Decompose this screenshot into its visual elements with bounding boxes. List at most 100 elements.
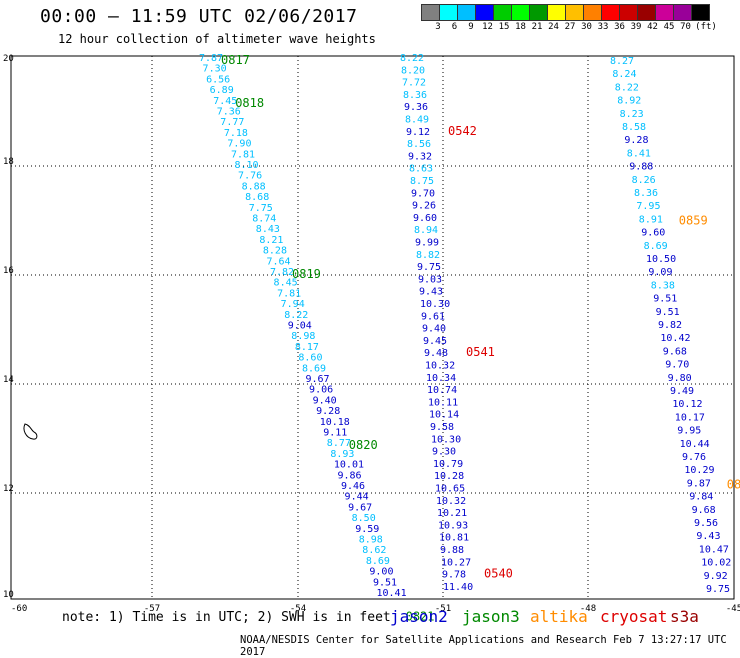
- swh-value: 8.28: [263, 246, 287, 257]
- pass-time-label: 0858: [727, 477, 740, 491]
- swh-value: 8.36: [403, 90, 427, 101]
- swh-value: 10.44: [680, 439, 710, 450]
- swh-value: 8.22: [615, 82, 639, 93]
- swh-value: 10.34: [426, 373, 456, 384]
- legend-swatch: [691, 4, 710, 21]
- swh-value: 7.64: [266, 256, 290, 267]
- swh-value: 10.42: [660, 333, 690, 344]
- legend-label: 70: [680, 22, 691, 32]
- swh-value: 9.56: [694, 518, 718, 529]
- swh-value: 9.59: [355, 524, 379, 535]
- swh-value: 9.46: [341, 481, 365, 492]
- swh-value: 9.28: [624, 135, 648, 146]
- swh-value: 8.98: [291, 331, 315, 342]
- swh-value: 10.65: [435, 484, 465, 495]
- swh-value: 10.50: [646, 254, 676, 265]
- swh-value: 9.86: [337, 470, 361, 481]
- swh-value: 8.49: [405, 115, 429, 126]
- y-tick-label: 12: [3, 484, 14, 494]
- legend-label: 42: [647, 22, 658, 32]
- swh-value: 9.06: [309, 385, 333, 396]
- color-legend: 3 6 9 12 15 18 21 24 27 30 33 36 39 42 45 70 (ft): [421, 4, 717, 33]
- legend-label: 6: [451, 22, 458, 32]
- pass-time-label: 0542: [448, 124, 477, 138]
- y-tick-label: 14: [3, 375, 14, 385]
- swh-value: 10.14: [429, 410, 459, 421]
- swh-value: 9.70: [411, 188, 435, 199]
- legend-label: 24: [548, 22, 559, 32]
- swh-value: 10.79: [433, 459, 463, 470]
- swh-value: 8.50: [352, 513, 376, 524]
- swh-value: 9.75: [417, 262, 441, 273]
- satellite-legend-cryosat: cryosat: [600, 607, 668, 626]
- swh-value: 7.94: [281, 299, 305, 310]
- swh-value: 7.76: [238, 171, 262, 182]
- satellite-legend-jason3: jason3: [462, 607, 520, 626]
- satellite-legend-jason2: jason2: [390, 607, 448, 626]
- swh-value: 7.45: [213, 96, 237, 107]
- swh-value: 9.84: [689, 492, 713, 503]
- swh-value: 8.36: [634, 188, 658, 199]
- swh-value: 9.60: [641, 228, 665, 239]
- pass-time-label: 0818: [235, 96, 264, 110]
- swh-value: 8.63: [409, 164, 433, 175]
- swh-value: 9.00: [369, 567, 393, 578]
- pass-time-label: 0859: [679, 213, 708, 227]
- swh-value: 7.81: [277, 288, 301, 299]
- swh-value: 9.87: [687, 478, 711, 489]
- swh-value: 10.32: [436, 496, 466, 507]
- swh-value: 9.82: [658, 320, 682, 331]
- swh-value: 9.70: [665, 360, 689, 371]
- swh-value: 8.93: [330, 449, 354, 460]
- satellite-legend-s3a: s3a: [670, 607, 699, 626]
- legend-label: 21: [531, 22, 543, 32]
- legend-label: 15: [498, 22, 510, 32]
- swh-value: 8.58: [622, 122, 646, 133]
- y-tick-label: 20: [3, 54, 14, 64]
- swh-value: 9.75: [706, 584, 730, 595]
- swh-value: 9.11: [323, 428, 347, 439]
- swh-value: 6.56: [206, 74, 230, 85]
- island-outline: [23, 423, 38, 440]
- swh-value: 7.81: [231, 149, 255, 160]
- swh-value: 8.45: [274, 278, 298, 289]
- legend-swatches: [421, 4, 710, 21]
- swh-value: 10.17: [675, 412, 705, 423]
- swh-value: 10.93: [438, 520, 468, 531]
- swh-value: 9.36: [404, 102, 428, 113]
- swh-value: 9.80: [668, 373, 692, 384]
- y-tick-label: 16: [3, 266, 14, 276]
- swh-value: 8.26: [632, 175, 656, 186]
- swh-value: 8.92: [617, 96, 641, 107]
- y-tick-label: 18: [3, 157, 14, 167]
- swh-value: 10.74: [427, 385, 457, 396]
- x-tick-label: -57: [144, 604, 160, 614]
- pass-time-label: 0540: [484, 567, 513, 581]
- x-tick-label: -48: [580, 604, 596, 614]
- swh-value: 8.21: [259, 235, 283, 246]
- swh-value: 10.12: [672, 399, 702, 410]
- swh-value: 8.10: [235, 160, 259, 171]
- legend-label: (ft): [695, 22, 717, 32]
- swh-value: 10.47: [699, 544, 729, 555]
- credit-line: NOAA/NESDIS Center for Satellite Applica…: [240, 634, 727, 658]
- swh-value: 8.60: [298, 353, 322, 364]
- swh-value: 9.92: [704, 571, 728, 582]
- swh-value: 9.76: [682, 452, 706, 463]
- swh-value: 8.38: [651, 280, 675, 291]
- swh-value: 7.95: [636, 201, 660, 212]
- swh-value: 8.24: [612, 69, 636, 80]
- y-tick-label: 10: [3, 590, 14, 600]
- swh-value: 10.32: [425, 361, 455, 372]
- swh-value: 10.21: [437, 508, 467, 519]
- swh-value: 9.49: [670, 386, 694, 397]
- swh-value: 7.30: [203, 64, 227, 75]
- swh-value: 9.67: [348, 502, 372, 513]
- footnote: note: 1) Time is in UTC; 2) SWH is in fe…: [62, 610, 391, 625]
- swh-value: 10.02: [701, 558, 731, 569]
- swh-value: 9.30: [432, 447, 456, 458]
- legend-label: 45: [663, 22, 675, 32]
- swh-value: 7.87: [199, 53, 223, 64]
- swh-value: 9.95: [677, 426, 701, 437]
- swh-value: 10.29: [684, 465, 714, 476]
